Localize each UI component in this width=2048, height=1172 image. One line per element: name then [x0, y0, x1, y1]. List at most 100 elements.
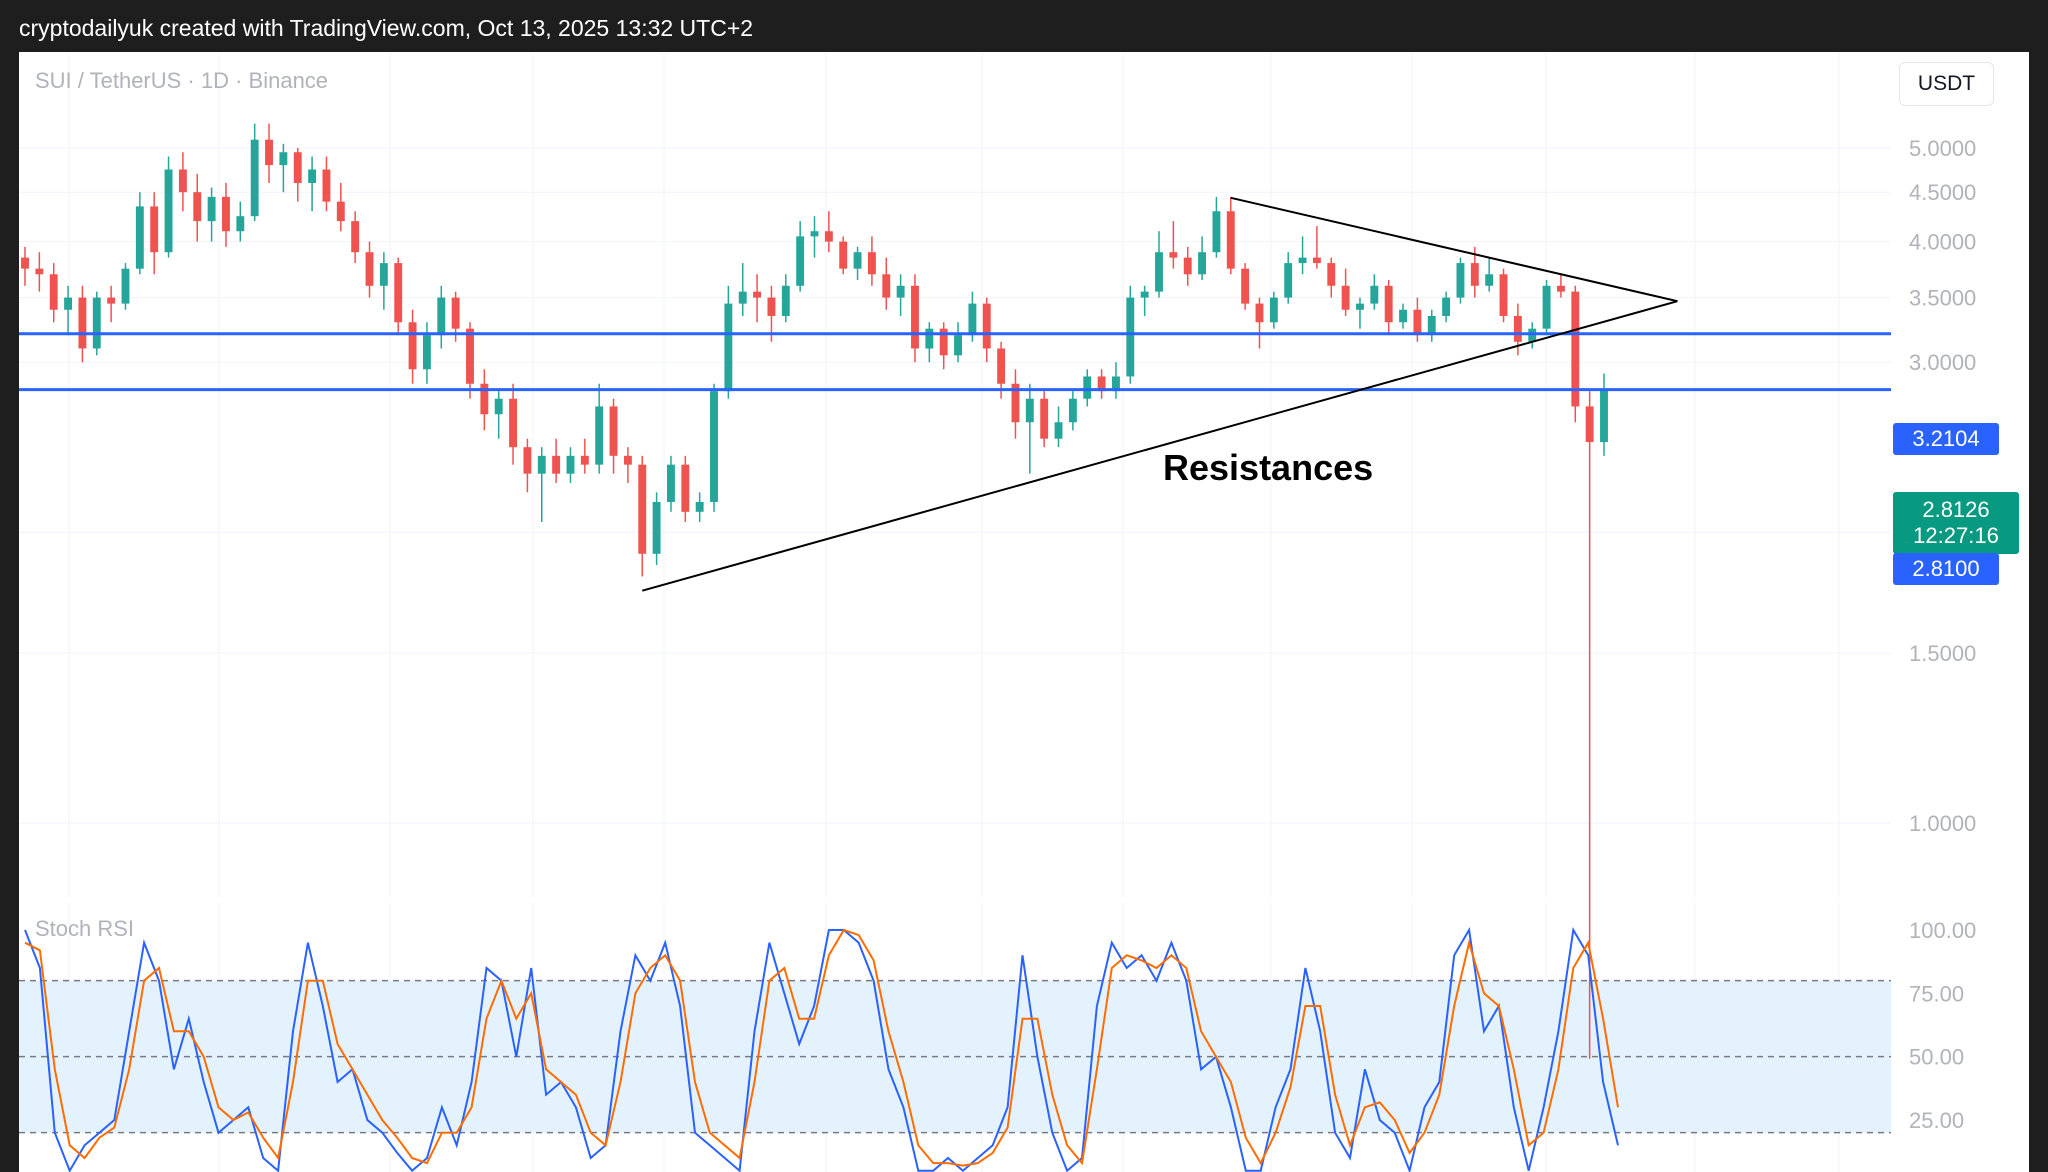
candle-body-65: [954, 335, 962, 356]
candle-body-14: [222, 196, 230, 232]
candle-body-89: [1298, 257, 1307, 264]
candle-body-109: [1585, 406, 1594, 443]
candle-body-6: [107, 297, 116, 304]
candle-body-34: [509, 398, 518, 448]
resistance-lower-value: 2.8100: [1912, 556, 1980, 581]
candle-body-17: [265, 139, 273, 166]
price-tick-2: 4.0000: [1909, 230, 1976, 255]
candle-body-104: [1513, 315, 1522, 342]
candle-body-54: [796, 236, 805, 286]
candle-body-84: [1226, 211, 1235, 269]
candle-body-71: [1040, 398, 1049, 439]
candle-body-27: [408, 322, 417, 370]
candle-body-95: [1384, 285, 1393, 323]
candle-body-68: [997, 348, 1006, 384]
chart-area[interactable]: 5.00004.50004.00003.50003.00002.00001.50…: [19, 52, 2029, 1172]
candle-body-15: [236, 216, 245, 232]
stoch-tick-2: 50.00: [1909, 1045, 1964, 1070]
candle-body-39: [580, 455, 589, 465]
symbol-label[interactable]: SUI / TetherUS · 1D · Binance: [35, 68, 329, 93]
candle-body-8: [135, 206, 144, 269]
price-tick-7: 1.0000: [1909, 811, 1976, 836]
candle-body-70: [1025, 398, 1034, 423]
stoch-tick-0: 100.00: [1909, 918, 1976, 943]
countdown-value: 12:27:16: [1913, 523, 1999, 548]
y-axis-labels: 5.00004.50004.00003.50003.00002.00001.50…: [1909, 136, 1976, 1133]
candle-body-31: [466, 328, 474, 384]
candle-body-66: [968, 303, 977, 336]
candle-body-64: [939, 328, 948, 356]
candle-body-72: [1054, 422, 1063, 439]
candle-body-44: [652, 501, 661, 554]
candles: [21, 123, 1608, 1059]
stoch-rsi-title[interactable]: Stoch RSI: [35, 916, 135, 941]
candle-body-103: [1499, 274, 1508, 316]
candle-body-90: [1312, 257, 1321, 264]
stoch-k-line: [24, 927, 1619, 1172]
candle-body-55: [810, 231, 819, 237]
candle-body-7: [121, 268, 130, 304]
candle-body-38: [566, 455, 575, 474]
attribution-text: cryptodailyuk created with TradingView.c…: [19, 15, 754, 41]
price-tick-6: 1.5000: [1909, 641, 1976, 666]
candle-body-77: [1126, 297, 1135, 377]
candle-body-60: [882, 274, 891, 298]
resistances-annotation[interactable]: Resistances: [1163, 447, 1373, 488]
candle-body-107: [1556, 285, 1565, 292]
candle-body-108: [1571, 291, 1580, 407]
candle-body-99: [1442, 297, 1451, 316]
candle-body-43: [638, 464, 647, 554]
triangle-upper-line: [1230, 196, 1678, 303]
candle-body-20: [308, 169, 317, 183]
chart-svg[interactable]: 5.00004.50004.00003.50003.00002.00001.50…: [19, 52, 2029, 1172]
candle-body-52: [767, 297, 776, 316]
candle-body-67: [982, 303, 991, 349]
stoch-band: [19, 979, 1891, 1134]
candle-body-59: [867, 252, 876, 275]
candle-body-29: [437, 297, 446, 336]
last-price-value: 2.8126: [1922, 497, 1990, 522]
candle-body-96: [1399, 309, 1407, 323]
currency-button[interactable]: USDT: [1899, 62, 1994, 106]
candle-body-21: [322, 169, 331, 202]
candle-body-73: [1068, 398, 1077, 423]
candle-body-40: [595, 406, 604, 465]
candle-body-101: [1470, 263, 1479, 286]
candle-body-36: [537, 455, 546, 474]
candle-body-88: [1284, 263, 1293, 298]
price-tick-4: 3.0000: [1909, 350, 1976, 375]
candle-body-23: [351, 221, 360, 253]
candle-body-79: [1155, 252, 1163, 292]
candle-body-51: [753, 291, 762, 298]
candle-body-63: [925, 328, 934, 349]
candle-body-56: [824, 231, 833, 242]
price-tick-1: 4.5000: [1909, 180, 1976, 205]
candle-body-46: [681, 464, 690, 512]
candle-body-92: [1341, 285, 1350, 310]
candle-body-97: [1413, 309, 1422, 336]
resistance-lines[interactable]: [19, 332, 1891, 392]
candle-body-74: [1083, 376, 1092, 399]
resistance-upper-tag: 3.2104: [1893, 423, 1999, 455]
price-tick-3: 3.5000: [1909, 286, 1976, 311]
candle-body-11: [178, 169, 187, 193]
candle-body-26: [394, 263, 403, 323]
candle-body-50: [738, 291, 747, 304]
candle-body-106: [1542, 285, 1551, 329]
candle-body-19: [293, 152, 302, 183]
candle-body-1: [35, 268, 44, 275]
candle-body-75: [1097, 376, 1106, 392]
candle-body-45: [667, 464, 675, 502]
candle-body-100: [1456, 263, 1465, 298]
candle-body-0: [21, 257, 29, 269]
candle-body-80: [1169, 252, 1178, 258]
resistance-upper-value: 3.2104: [1912, 426, 1980, 451]
candle-body-86: [1255, 303, 1264, 323]
triangle-drawing[interactable]: [641, 196, 1678, 592]
candle-body-91: [1327, 263, 1336, 286]
candle-body-48: [710, 391, 718, 502]
candle-body-61: [896, 285, 905, 298]
candle-body-2: [49, 274, 58, 310]
stoch-tick-1: 75.00: [1909, 981, 1964, 1006]
candle-body-18: [279, 152, 288, 166]
